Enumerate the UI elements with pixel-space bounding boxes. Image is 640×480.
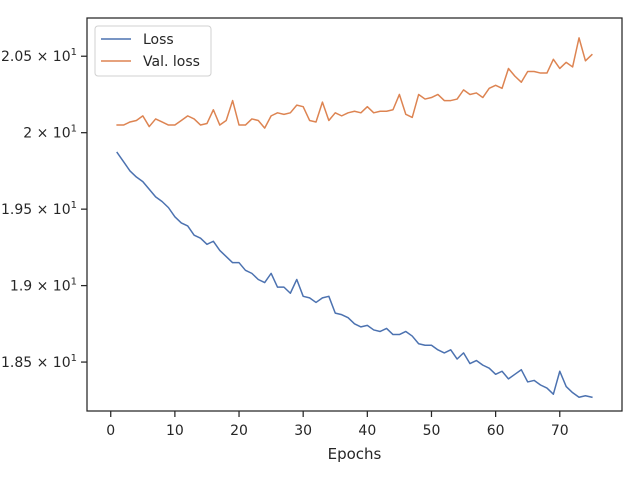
plot-frame <box>86 17 623 412</box>
x-tick-label: 50 <box>423 423 441 439</box>
x-tick-label: 40 <box>358 423 376 439</box>
x-axis-title: Epochs <box>328 445 382 463</box>
x-axis: 0 10 20 30 40 50 60 70 <box>106 411 569 439</box>
y-tick-times-ten: × 10 <box>32 49 70 65</box>
y-tick-label: 1.85 × 101 <box>1 353 77 371</box>
y-tick-exponent: 1 <box>71 200 77 211</box>
series-line-1 <box>116 37 593 129</box>
y-tick-times-ten: × 10 <box>32 279 70 295</box>
y-tick-mantissa: 1.9 <box>10 279 32 295</box>
y-tick-exponent: 1 <box>71 277 77 288</box>
legend-label-0: Loss <box>143 32 174 48</box>
y-tick-label: 2.05 × 101 <box>1 47 77 65</box>
legend-label-1: Val. loss <box>143 54 200 70</box>
series-layer <box>116 37 593 399</box>
y-tick-label: 1.9 × 101 <box>10 277 77 295</box>
x-tick-label: 10 <box>166 423 184 439</box>
y-tick-mantissa: 1.95 <box>1 202 32 218</box>
y-tick-mantissa: 2 <box>23 126 32 142</box>
y-tick-exponent: 1 <box>71 353 77 364</box>
y-tick-times-ten: × 10 <box>32 355 70 371</box>
y-tick-mantissa: 1.85 <box>1 355 32 371</box>
x-tick-label: 60 <box>487 423 505 439</box>
plot-background <box>87 18 622 411</box>
y-tick-label: 2 × 101 <box>23 124 77 142</box>
y-tick-exponent: 1 <box>71 47 77 58</box>
legend: Loss Val. loss <box>94 25 212 77</box>
x-tick-label: 30 <box>294 423 312 439</box>
x-tick-label: 0 <box>106 423 115 439</box>
x-tick-label: 70 <box>551 423 569 439</box>
y-tick-exponent: 1 <box>71 124 77 135</box>
x-tick-label: 20 <box>230 423 248 439</box>
series-line-0 <box>116 151 593 399</box>
y-tick-times-ten: × 10 <box>32 202 70 218</box>
y-tick-times-ten: × 10 <box>32 126 70 142</box>
y-tick-mantissa: 2.05 <box>1 49 32 65</box>
y-tick-label: 1.95 × 101 <box>1 200 77 218</box>
